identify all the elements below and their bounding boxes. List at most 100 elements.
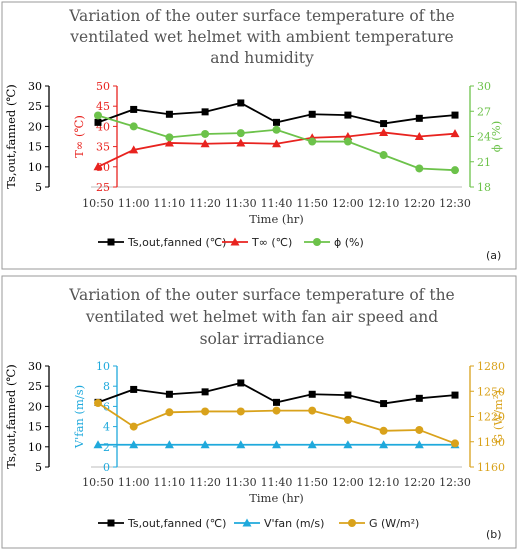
y-tick-label-a1: 25 bbox=[28, 100, 42, 113]
x-tick-label: 11:40 bbox=[261, 476, 293, 489]
x-tick-label: 11:00 bbox=[118, 197, 150, 210]
x-tick-label: 11:30 bbox=[225, 197, 257, 210]
panel-a-title-line-3: and humidity bbox=[210, 49, 314, 67]
x-tick-label: 12:10 bbox=[368, 476, 400, 489]
y-tick-label-a1: 30 bbox=[28, 80, 42, 93]
legend-entry-2: G (W/m²) bbox=[369, 517, 419, 530]
data-point-series-2 bbox=[165, 133, 174, 142]
data-point-series-2 bbox=[272, 125, 281, 134]
panel-a-plot: 10:50 11:00 11:10 11:20 11:30 11:40 11:50 12:00… bbox=[4, 80, 503, 249]
y-tick-label-a3: 21 bbox=[477, 156, 491, 169]
data-point-series-0 bbox=[237, 379, 245, 387]
panel-a-border bbox=[1, 1, 517, 270]
y-tick-label-b2: 6 bbox=[103, 400, 110, 413]
data-point-series-2 bbox=[236, 129, 245, 138]
y-axis-title-a1: Ts,out,fanned (℃) bbox=[4, 84, 18, 189]
data-point-series-0 bbox=[344, 111, 352, 119]
data-point-series-1 bbox=[379, 440, 389, 449]
data-point-series-1 bbox=[164, 440, 174, 449]
y-tick-label-a3: 30 bbox=[477, 80, 491, 93]
y-tick-label-a3: 24 bbox=[477, 131, 491, 144]
data-point-series-0 bbox=[451, 391, 459, 399]
data-point-series-1 bbox=[414, 440, 424, 449]
y-tick-label-b2: 4 bbox=[103, 421, 110, 434]
panel-b-title-line-2: ventilated wet helmet with fan air speed… bbox=[85, 308, 438, 326]
data-point-series-1 bbox=[129, 440, 139, 449]
data-point-series-1 bbox=[343, 132, 353, 140]
y-axis-title-b2: V'fan (m/s) bbox=[72, 385, 86, 449]
data-point-series-1 bbox=[307, 440, 317, 449]
x-tick-label: 11:50 bbox=[296, 476, 328, 489]
data-point-series-1 bbox=[93, 162, 103, 171]
panel-b-label: (b) bbox=[486, 528, 502, 541]
y-tick-label-a1: 10 bbox=[28, 161, 42, 174]
data-point-series-0 bbox=[165, 390, 173, 398]
legend-entry-0: Ts,out,fanned (℃) bbox=[127, 517, 226, 530]
data-point-series-2 bbox=[415, 425, 424, 434]
data-point-series-2 bbox=[201, 129, 210, 138]
panel-b-border bbox=[1, 275, 517, 549]
legend-marker-1 bbox=[230, 237, 240, 246]
panel-b: Variation of the outer surface temperatu… bbox=[1, 275, 517, 549]
data-point-series-2 bbox=[94, 399, 102, 408]
data-point-series-2 bbox=[236, 407, 245, 416]
data-point-series-1 bbox=[129, 145, 139, 154]
y-tick-label-a2: 30 bbox=[96, 161, 110, 174]
y-tick-label-b3: 1280 bbox=[477, 360, 505, 373]
x-tick-label: 11:10 bbox=[154, 197, 186, 210]
x-tick-label: 10:50 bbox=[82, 476, 114, 489]
data-point-series-0 bbox=[344, 391, 352, 399]
legend-marker-0 bbox=[107, 238, 115, 246]
x-tick-label: 11:30 bbox=[225, 476, 257, 489]
data-point-series-1 bbox=[236, 440, 246, 449]
data-point-series-1 bbox=[343, 440, 353, 449]
data-point-series-0 bbox=[308, 110, 316, 118]
panel-b-title-line-1: Variation of the outer surface temperatu… bbox=[68, 286, 454, 304]
data-point-series-1 bbox=[93, 440, 103, 449]
y-tick-label-a2: 50 bbox=[96, 80, 110, 93]
y-tick-label-b3: 1220 bbox=[477, 411, 505, 424]
data-point-series-0 bbox=[415, 394, 423, 402]
data-point-series-2 bbox=[94, 111, 102, 120]
data-point-series-2 bbox=[379, 151, 388, 160]
y-tick-label-b1: 15 bbox=[28, 421, 42, 434]
panel-a-title-line-2: ventilated wet helmet with ambient tempe… bbox=[69, 28, 453, 46]
y-tick-label-b1: 25 bbox=[28, 380, 42, 393]
y-tick-label-b2: 0 bbox=[103, 461, 110, 474]
data-point-series-0 bbox=[130, 105, 138, 113]
data-point-series-2 bbox=[308, 137, 317, 146]
x-tick-label: 12:00 bbox=[332, 197, 364, 210]
data-point-series-0 bbox=[130, 385, 138, 393]
x-tick-label: 12:00 bbox=[332, 476, 364, 489]
data-point-series-0 bbox=[201, 108, 209, 116]
data-point-series-2 bbox=[343, 137, 352, 146]
data-point-series-0 bbox=[237, 99, 245, 107]
y-tick-label-a2: 45 bbox=[96, 100, 110, 113]
data-point-series-1 bbox=[379, 127, 389, 136]
x-tick-label: 12:20 bbox=[403, 476, 435, 489]
y-tick-label-b1: 5 bbox=[35, 461, 42, 474]
data-point-series-2 bbox=[379, 426, 388, 435]
x-axis-title: Time (hr) bbox=[249, 491, 304, 505]
data-point-series-2 bbox=[165, 408, 174, 417]
data-point-series-2 bbox=[451, 166, 459, 175]
y-axis-title-b3: G (W/m²) bbox=[491, 390, 505, 443]
y-tick-label-b1: 30 bbox=[28, 360, 42, 373]
data-point-series-0 bbox=[273, 398, 280, 406]
y-tick-label-b3: 1160 bbox=[477, 461, 505, 474]
x-tick-label: 12:30 bbox=[439, 476, 471, 489]
y-tick-label-a3: 27 bbox=[477, 105, 491, 118]
y-tick-label-a2: 25 bbox=[96, 181, 110, 194]
panel-a-title-line-1: Variation of the outer surface temperatu… bbox=[68, 7, 454, 25]
data-point-series-0 bbox=[94, 118, 102, 126]
data-point-series-0 bbox=[451, 111, 459, 119]
panel-a: Variation of the outer surface temperatu… bbox=[1, 1, 517, 270]
data-point-series-2 bbox=[308, 406, 317, 415]
data-point-series-0 bbox=[273, 118, 280, 126]
data-point-series-2 bbox=[129, 122, 138, 131]
data-point-series-2 bbox=[415, 164, 424, 173]
data-point-series-2 bbox=[129, 422, 138, 431]
y-tick-label-b1: 20 bbox=[28, 400, 42, 413]
y-tick-label-b2: 8 bbox=[103, 380, 110, 393]
